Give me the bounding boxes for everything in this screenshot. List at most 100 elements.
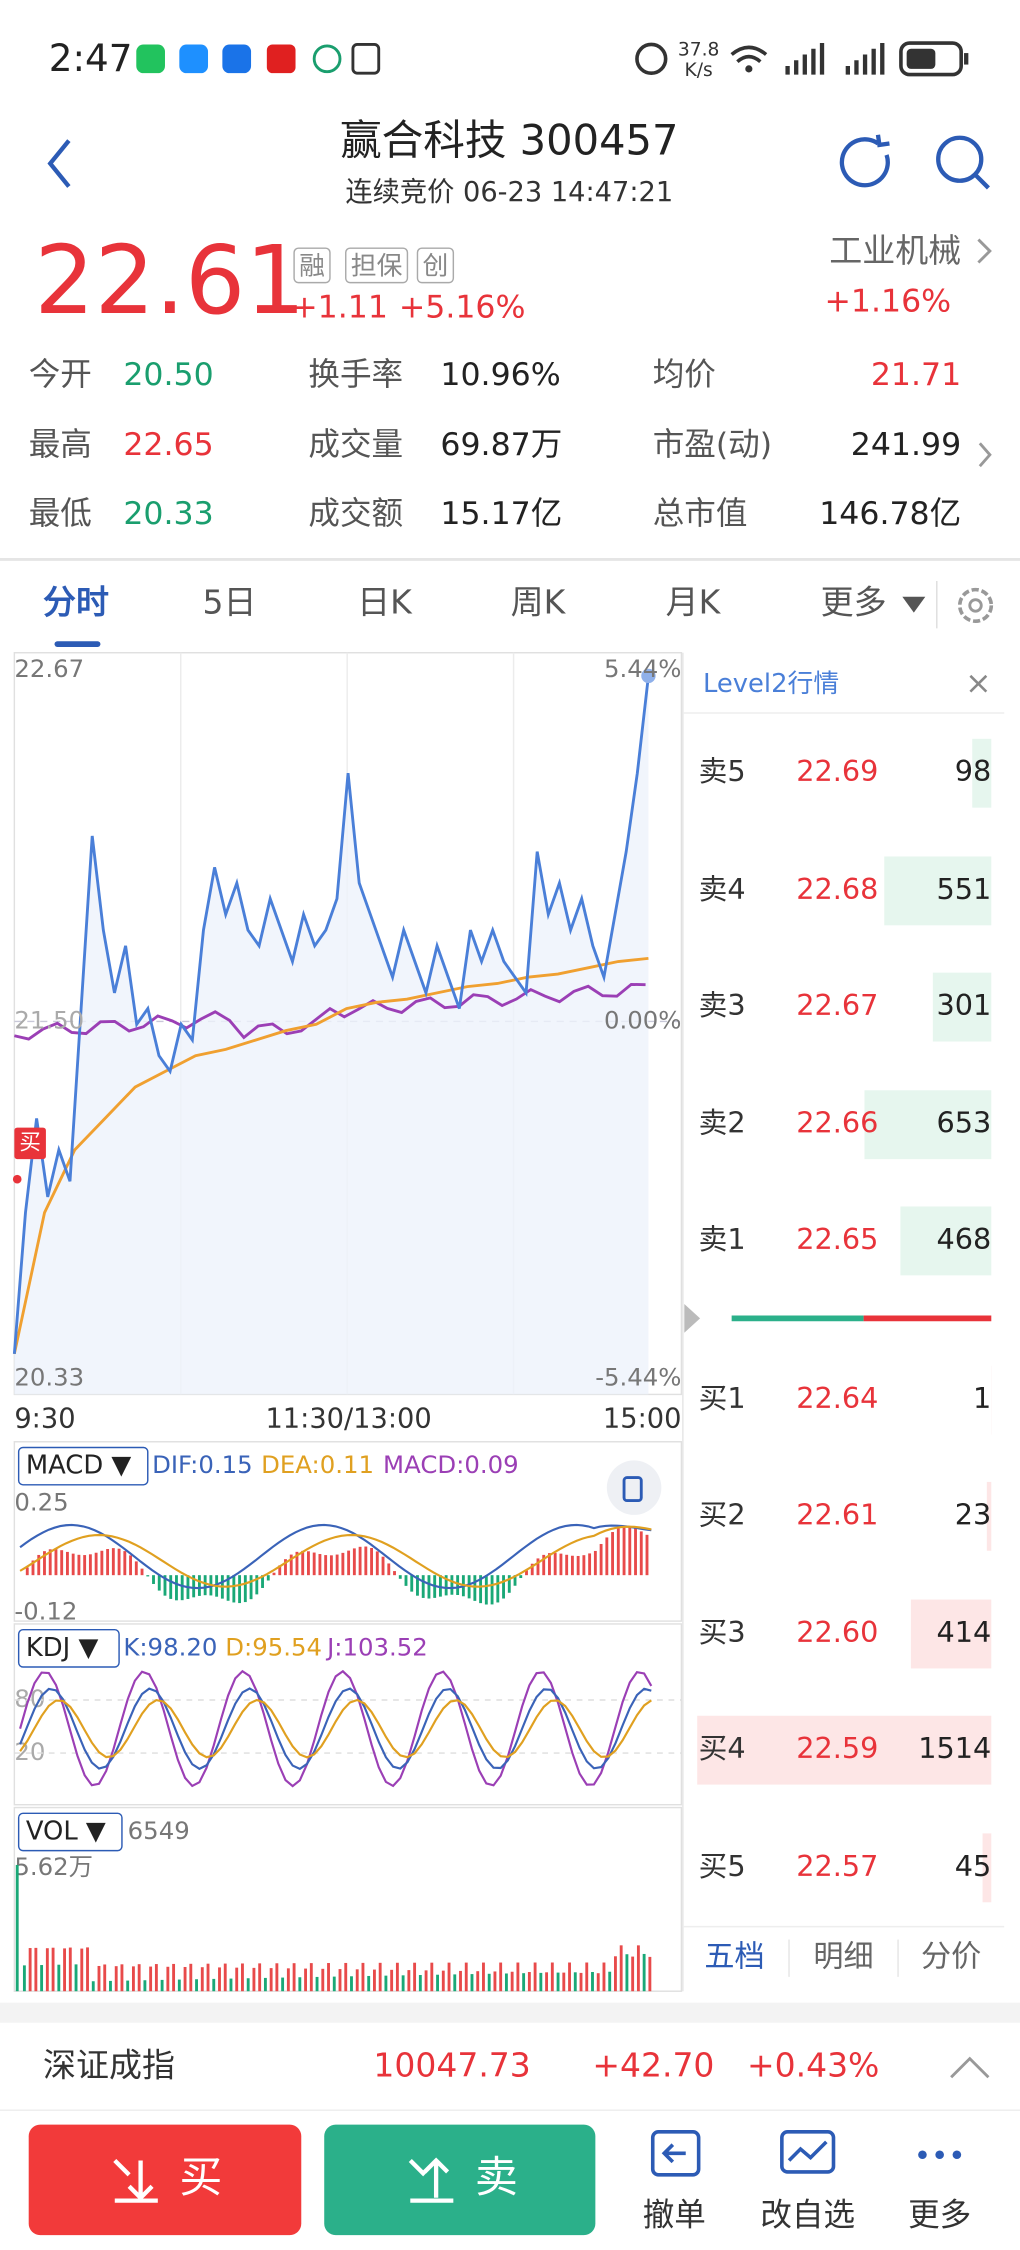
- refresh-button[interactable]: [839, 137, 890, 188]
- index-change: +42.70: [592, 2046, 714, 2085]
- vol-bar: [453, 1974, 457, 1992]
- vol-bar: [97, 1965, 101, 1992]
- signal-icon: [845, 43, 885, 75]
- chart-tab[interactable]: 月K: [666, 582, 722, 621]
- macd-bar: [71, 1553, 75, 1576]
- order-tab[interactable]: 分价: [921, 1940, 981, 1975]
- order-book-close[interactable]: ×: [965, 665, 991, 701]
- vol-bar: [579, 1972, 583, 1992]
- macd-bar: [111, 1548, 115, 1576]
- macd-bar: [31, 1560, 35, 1576]
- macd-bar: [536, 1558, 540, 1576]
- vol-bar: [493, 1971, 497, 1992]
- macd-bar: [238, 1575, 242, 1604]
- chart-tab[interactable]: 分时: [43, 582, 109, 621]
- vol-bar: [499, 1962, 503, 1992]
- y-top-label: 22.67: [14, 654, 84, 683]
- macd-bar: [54, 1549, 58, 1576]
- stat-value: 10.96%: [440, 357, 560, 393]
- macd-bar: [324, 1555, 328, 1576]
- stat-value: 22.65: [123, 427, 213, 463]
- vol-bar: [57, 1964, 61, 1992]
- order-volume: 468: [937, 1222, 992, 1256]
- vol-bar: [218, 1967, 221, 1992]
- vol-bar: [34, 1947, 38, 1992]
- macd-bar: [513, 1575, 517, 1586]
- indicator-selector[interactable]: [17, 1812, 123, 1852]
- quote-tag: 融: [299, 251, 325, 281]
- search-button[interactable]: [936, 135, 984, 183]
- vol-bar: [487, 1973, 491, 1992]
- buy-marker-box: [14, 1127, 46, 1160]
- price-line: [12, 675, 650, 1354]
- rotate-button[interactable]: [606, 1460, 662, 1515]
- action-label[interactable]: 改自选: [760, 2197, 855, 2233]
- vol-bar: [401, 1975, 405, 1992]
- macd-bar: [444, 1575, 448, 1596]
- indicator-selector[interactable]: [17, 1446, 149, 1486]
- settings-button[interactable]: [957, 587, 994, 623]
- vol-bar: [189, 1963, 193, 1992]
- macd-bar: [192, 1575, 196, 1598]
- back-button[interactable]: [47, 139, 71, 188]
- action-label[interactable]: 更多: [908, 2197, 971, 2233]
- macd-bar: [582, 1555, 586, 1576]
- vol-bar: [418, 1975, 422, 1992]
- index-value: 10047.73: [373, 2046, 530, 2085]
- macd-bar: [381, 1556, 385, 1576]
- macd-bar: [370, 1547, 373, 1576]
- expand-chevron: [950, 2056, 990, 2079]
- vol-bar: [355, 1969, 359, 1992]
- stat-value: 20.33: [123, 496, 213, 532]
- macd-bar: [255, 1575, 259, 1595]
- index-name[interactable]: 深证成指: [43, 2046, 175, 2085]
- order-price: 22.68: [796, 872, 878, 906]
- chart-tab[interactable]: 更多: [821, 582, 887, 621]
- quote-tag-box: [345, 247, 409, 284]
- sector-name[interactable]: 工业机械: [829, 231, 961, 270]
- vol-bar: [591, 1972, 594, 1992]
- volume-bar: [910, 1599, 992, 1669]
- kdj-lower: 20: [14, 1737, 45, 1766]
- price-change-pct: +5.16%: [399, 289, 526, 325]
- order-tab[interactable]: 明细: [813, 1940, 873, 1975]
- battery-icon: [899, 41, 963, 77]
- macd-bar: [576, 1555, 580, 1576]
- pct-bottom-label: -5.44%: [595, 1363, 681, 1392]
- chart-tab[interactable]: 日K: [357, 582, 413, 621]
- macd-bar: [645, 1534, 649, 1576]
- more-dot: [935, 2150, 944, 2160]
- order-volume: 414: [937, 1615, 992, 1649]
- chart-tab[interactable]: 5日: [203, 582, 257, 621]
- vol-bar: [464, 1962, 468, 1992]
- vol-bar: [350, 1976, 353, 1992]
- battery-tip: [964, 53, 969, 65]
- stat-value: 146.78亿: [819, 496, 961, 532]
- sell-icon: [408, 2157, 454, 2203]
- macd-bar: [450, 1575, 454, 1595]
- chart-tab[interactable]: 周K: [511, 582, 567, 621]
- settings-center: [968, 598, 983, 613]
- order-label: 卖1: [699, 1222, 746, 1256]
- stat-label: 换手率: [308, 357, 403, 393]
- indicator-selector[interactable]: [17, 1628, 120, 1668]
- buy-button[interactable]: [28, 2124, 302, 2236]
- wifi-icon: [730, 45, 768, 64]
- order-label: 卖4: [699, 872, 746, 906]
- macd-bar: [410, 1575, 414, 1592]
- order-tab[interactable]: 五档: [704, 1940, 764, 1975]
- vol-bar: [327, 1963, 330, 1992]
- order-label: 买5: [699, 1849, 746, 1883]
- cancel-arrow: [661, 2143, 686, 2164]
- vol-bar: [40, 1965, 44, 1992]
- buy-icon: [113, 2158, 158, 2203]
- sell-button[interactable]: [324, 2124, 596, 2236]
- action-label[interactable]: 撤单: [643, 2197, 706, 2233]
- vol-bar: [149, 1966, 153, 1992]
- macd-top: 0.25: [14, 1487, 68, 1516]
- vol-bar: [533, 1962, 537, 1992]
- vol-bar: [361, 1962, 365, 1992]
- macd-dea-line: [19, 1525, 652, 1588]
- macd-bar: [307, 1551, 310, 1576]
